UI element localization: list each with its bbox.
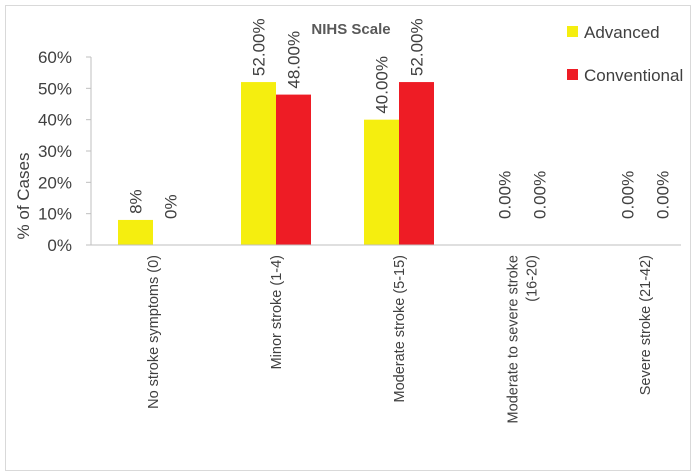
data-label: 0% (162, 194, 181, 219)
x-axis-ticks: No stroke symptoms (0) Minor stroke (1-4)… (146, 255, 654, 423)
legend-label-advanced: Advanced (584, 23, 660, 42)
x-tick-label: Minor stroke (1-4) (269, 255, 285, 369)
data-label: 0.00% (496, 171, 515, 219)
y-tick-label: 50% (38, 79, 72, 98)
y-tick-label: 20% (38, 173, 72, 192)
y-tick-label: 0% (47, 236, 72, 255)
bar-conventional (399, 82, 434, 245)
bars (118, 82, 434, 245)
y-tick-label: 60% (38, 48, 72, 67)
legend-swatch-advanced (567, 26, 578, 37)
data-label: 0.00% (654, 171, 673, 219)
data-label: 0.00% (531, 171, 550, 219)
bar-advanced (364, 119, 399, 245)
data-label: 40.00% (373, 56, 392, 114)
bar-conventional (276, 94, 311, 245)
legend-label-conventional: Conventional (584, 66, 683, 85)
y-tick-label: 40% (38, 111, 72, 130)
data-label: 0.00% (619, 171, 638, 219)
x-tick-label: No stroke symptoms (0) (146, 255, 162, 409)
y-tick-label: 10% (38, 205, 72, 224)
y-axis-ticks: 0% 10% 20% 30% 40% 50% 60% (38, 48, 92, 255)
y-tick-label: 30% (38, 142, 72, 161)
data-label: 52.00% (250, 18, 269, 76)
data-labels: 8% 0% 52.00% 48.00% 40.00% 52.00% 0.00% 0.00% 0.… (127, 18, 673, 219)
y-axis-label: % of Cases (14, 153, 33, 240)
x-tick-label: Moderate to severe stroke (16-20) (506, 255, 541, 423)
x-tick-label: Moderate stroke (5-15) (392, 255, 408, 402)
data-label: 8% (127, 189, 146, 214)
legend: Advanced Conventional (567, 23, 683, 85)
chart-title: NIHS Scale (311, 21, 390, 38)
bar-advanced (241, 82, 276, 245)
bar-advanced (118, 219, 153, 245)
data-label: 52.00% (408, 18, 427, 76)
data-label: 48.00% (285, 31, 304, 89)
x-tick-label: Severe stroke (21-42) (638, 255, 654, 395)
legend-swatch-conventional (567, 69, 578, 80)
